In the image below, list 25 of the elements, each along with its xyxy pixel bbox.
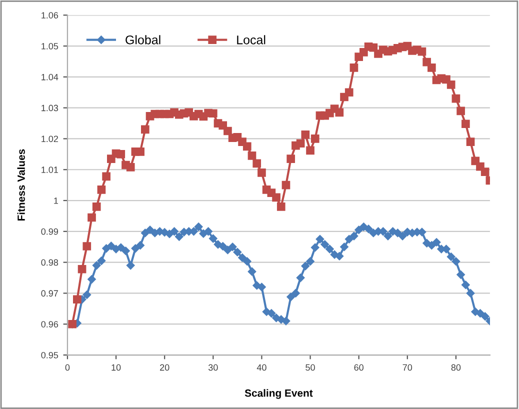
y-tick-label: 0.97 — [41, 290, 58, 297]
x-axis-title: Scaling Event — [244, 389, 313, 399]
x-tick-label: 80 — [451, 364, 461, 371]
y-tick-label: 1 — [54, 198, 58, 204]
y-tick-label: 0.98 — [41, 259, 58, 266]
x-tick-label: 60 — [354, 364, 364, 371]
x-tick-label: 30 — [208, 364, 218, 371]
y-tick-label: 1.02 — [42, 136, 58, 142]
y-tick-label: 1.05 — [42, 43, 58, 50]
x-tick-label: 0 — [65, 364, 70, 371]
y-tick-label: 1.01 — [42, 166, 58, 173]
y-tick-label: 1.03 — [42, 104, 58, 112]
y-tick-label: 1.04 — [42, 74, 58, 80]
x-tick-label: 40 — [256, 364, 266, 371]
y-axis-title: Fitness Values — [17, 149, 25, 221]
x-tick-label: 20 — [160, 364, 170, 371]
x-tick-label: 50 — [306, 364, 315, 371]
y-tick-label: 0.96 — [41, 321, 58, 328]
y-tick-label: 0.95 — [41, 352, 58, 358]
legend-label: Global — [126, 35, 160, 44]
legend-label: Local — [237, 35, 266, 44]
x-tick-label: 10 — [112, 364, 121, 371]
x-tick-label: 70 — [402, 364, 412, 371]
y-tick-label: 1.06 — [42, 12, 58, 18]
y-tick-label: 0.99 — [41, 228, 58, 235]
